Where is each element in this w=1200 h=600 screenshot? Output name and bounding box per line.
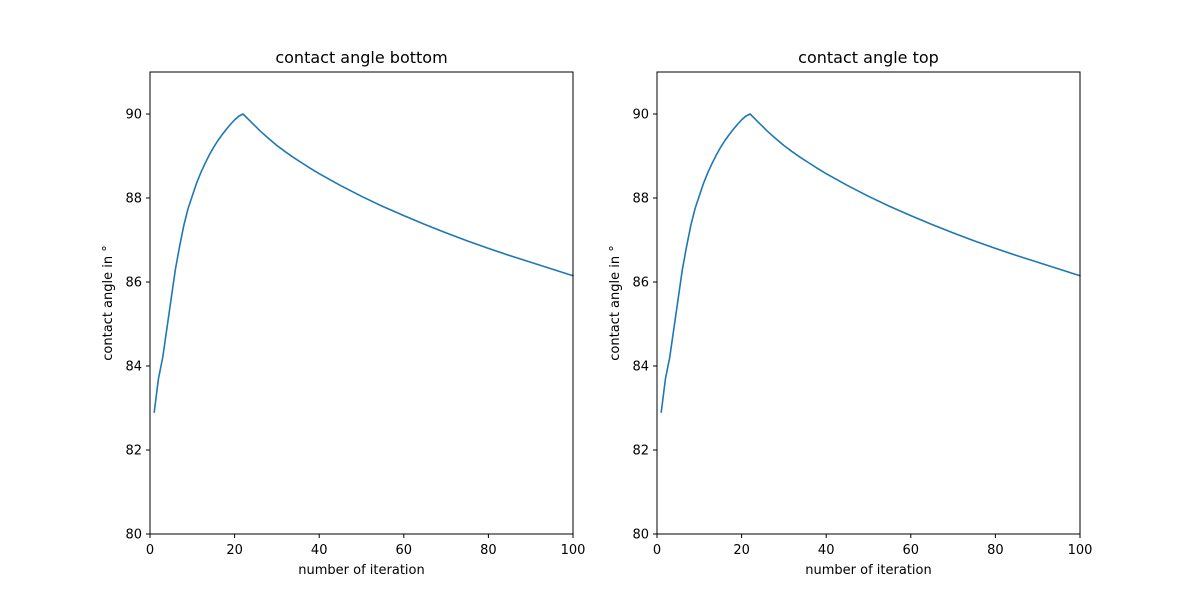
series-layer bbox=[660, 113, 1081, 414]
x-tick-label: 0 bbox=[146, 543, 154, 558]
x-tick-label: 100 bbox=[1068, 543, 1093, 558]
y-tick-label: 84 bbox=[632, 360, 649, 375]
y-tick-label: 84 bbox=[125, 360, 142, 375]
x-tick-label: 20 bbox=[733, 543, 750, 558]
x-tick-label: 80 bbox=[987, 543, 1004, 558]
x-tick-label: 60 bbox=[396, 543, 413, 558]
x-axis-label: number of iteration bbox=[298, 563, 424, 578]
y-tick-label: 90 bbox=[632, 108, 649, 123]
subplot-left: contact angle bottom number of iteration… bbox=[101, 48, 585, 578]
y-tick-label: 80 bbox=[632, 528, 649, 543]
x-tick-label: 0 bbox=[653, 543, 661, 558]
x-tick-label: 60 bbox=[903, 543, 920, 558]
y-tick-label: 90 bbox=[125, 108, 142, 123]
y-tick-label: 86 bbox=[125, 276, 142, 291]
axis-ticks: 0 20 40 60 80 100 80 82 84 86 88 90 bbox=[125, 108, 585, 559]
x-tick-label: 40 bbox=[818, 543, 835, 558]
y-tick-label: 88 bbox=[632, 192, 649, 207]
axes-frame bbox=[656, 71, 1081, 535]
axes-frame bbox=[149, 71, 574, 535]
series-line bbox=[660, 113, 1081, 414]
chart-title: contact angle top bbox=[798, 48, 939, 67]
y-tick-label: 82 bbox=[632, 444, 649, 459]
x-tick-label: 100 bbox=[561, 543, 586, 558]
x-tick-label: 80 bbox=[480, 543, 497, 558]
x-tick-label: 40 bbox=[311, 543, 328, 558]
y-axis-label: contact angle in ° bbox=[101, 245, 116, 360]
y-axis-label: contact angle in ° bbox=[608, 245, 623, 360]
axis-ticks: 0 20 40 60 80 100 80 82 84 86 88 90 bbox=[632, 108, 1092, 559]
subplot-right: contact angle top number of iteration co… bbox=[608, 48, 1092, 578]
y-tick-label: 80 bbox=[125, 528, 142, 543]
y-tick-label: 86 bbox=[632, 276, 649, 291]
y-tick-label: 82 bbox=[125, 444, 142, 459]
series-layer bbox=[153, 113, 574, 414]
x-tick-label: 20 bbox=[226, 543, 243, 558]
y-tick-label: 88 bbox=[125, 192, 142, 207]
chart-title: contact angle bottom bbox=[275, 48, 447, 67]
series-line bbox=[153, 113, 574, 414]
x-axis-label: number of iteration bbox=[805, 563, 931, 578]
